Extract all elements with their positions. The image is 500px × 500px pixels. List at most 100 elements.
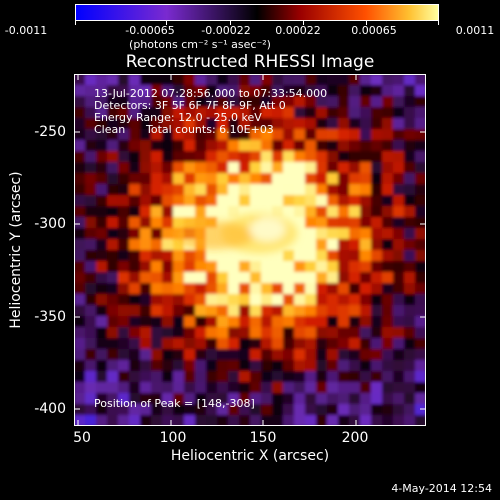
- image-pixel: [140, 151, 152, 163]
- image-pixel: [206, 349, 218, 361]
- image-pixel: [107, 96, 119, 108]
- image-pixel: [239, 250, 251, 262]
- image-pixel: [294, 404, 306, 416]
- image-pixel: [415, 316, 426, 328]
- image-pixel: [316, 250, 328, 262]
- image-pixel: [371, 283, 383, 295]
- image-pixel: [129, 316, 141, 328]
- image-pixel: [162, 371, 174, 383]
- image-pixel: [294, 316, 306, 328]
- image-pixel: [74, 206, 86, 218]
- image-pixel: [382, 283, 394, 295]
- image-pixel: [360, 118, 372, 130]
- image-pixel: [338, 327, 350, 339]
- image-pixel: [393, 393, 405, 405]
- y-tick-label: -350: [34, 309, 66, 325]
- image-pixel: [140, 118, 152, 130]
- image-pixel: [327, 239, 339, 251]
- image-pixel: [261, 107, 273, 119]
- image-pixel: [261, 338, 273, 350]
- image-pixel: [404, 151, 416, 163]
- image-pixel: [393, 338, 405, 350]
- image-pixel: [393, 371, 405, 383]
- image-pixel: [228, 118, 240, 130]
- image-pixel: [129, 272, 141, 284]
- image-pixel: [140, 74, 152, 86]
- image-pixel: [371, 85, 383, 97]
- image-pixel: [118, 250, 130, 262]
- image-pixel: [129, 129, 141, 141]
- image-pixel: [162, 217, 174, 229]
- image-pixel: [85, 74, 97, 86]
- image-pixel: [217, 162, 229, 174]
- image-pixel: [239, 173, 251, 185]
- image-pixel: [85, 415, 97, 426]
- image-pixel: [85, 206, 97, 218]
- image-pixel: [349, 184, 361, 196]
- image-pixel: [272, 151, 284, 163]
- image-pixel: [118, 283, 130, 295]
- image-pixel: [140, 129, 152, 141]
- image-pixel: [404, 305, 416, 317]
- image-pixel: [151, 250, 163, 262]
- image-pixel: [107, 217, 119, 229]
- image-pixel: [371, 173, 383, 185]
- image-pixel: [338, 239, 350, 251]
- image-pixel: [338, 96, 350, 108]
- image-pixel: [118, 184, 130, 196]
- image-pixel: [206, 118, 218, 130]
- image-pixel: [327, 250, 339, 262]
- image-pixel: [118, 404, 130, 416]
- image-pixel: [206, 85, 218, 97]
- image-pixel: [283, 382, 295, 394]
- image-pixel: [151, 360, 163, 372]
- image-pixel: [195, 294, 207, 306]
- image-pixel: [415, 129, 426, 141]
- image-pixel: [305, 195, 317, 207]
- image-pixel: [195, 283, 207, 295]
- image-pixel: [404, 107, 416, 119]
- image-pixel: [371, 404, 383, 416]
- image-pixel: [162, 327, 174, 339]
- image-pixel: [173, 415, 185, 426]
- image-pixel: [294, 382, 306, 394]
- image-pixel: [382, 393, 394, 405]
- image-pixel: [118, 316, 130, 328]
- image-pixel: [85, 338, 97, 350]
- image-pixel: [371, 195, 383, 207]
- x-tick-label: 200: [341, 430, 369, 446]
- image-pixel: [360, 184, 372, 196]
- image-pixel: [228, 184, 240, 196]
- image-pixel: [173, 294, 185, 306]
- image-pixel: [393, 118, 405, 130]
- colorbar-tick: [366, 21, 367, 25]
- image-pixel: [404, 250, 416, 262]
- image-pixel: [272, 184, 284, 196]
- image-pixel: [327, 294, 339, 306]
- image-pixel: [151, 140, 163, 152]
- image-pixel: [239, 404, 251, 416]
- image-pixel: [195, 305, 207, 317]
- image-pixel: [228, 74, 240, 86]
- image-pixel: [382, 382, 394, 394]
- colorbar-tick: [75, 21, 76, 25]
- image-pixel: [272, 250, 284, 262]
- image-pixel: [415, 96, 426, 108]
- image-pixel: [338, 404, 350, 416]
- image-pixel: [371, 217, 383, 229]
- image-pixel: [316, 195, 328, 207]
- image-pixel: [261, 349, 273, 361]
- image-pixel: [184, 305, 196, 317]
- image-pixel: [327, 184, 339, 196]
- image-pixel: [382, 250, 394, 262]
- time-range-text: 13-Jul-2012 07:28:56.000 to 07:33:54.000: [94, 87, 328, 100]
- image-pixel: [151, 316, 163, 328]
- image-pixel: [272, 294, 284, 306]
- image-pixel: [140, 349, 152, 361]
- image-pixel: [129, 140, 141, 152]
- image-pixel: [360, 272, 372, 284]
- image-pixel: [162, 151, 174, 163]
- image-pixel: [360, 217, 372, 229]
- image-pixel: [404, 74, 416, 86]
- image-pixel: [217, 404, 229, 416]
